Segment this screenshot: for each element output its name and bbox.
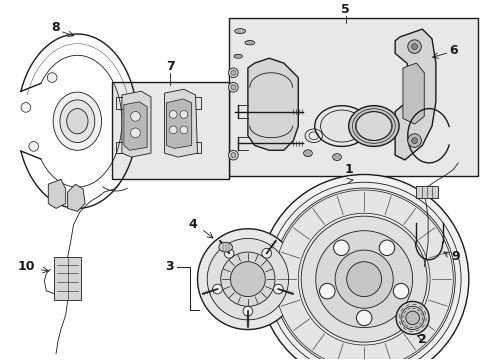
Circle shape [333,240,348,256]
Circle shape [180,111,187,118]
Circle shape [392,283,408,299]
Ellipse shape [348,106,398,147]
Circle shape [197,229,298,329]
Circle shape [405,311,419,325]
Circle shape [228,82,238,92]
Circle shape [400,306,424,329]
Circle shape [228,150,238,160]
Text: 1: 1 [344,163,352,176]
Circle shape [346,262,381,297]
Ellipse shape [332,154,341,161]
Bar [112,82,228,179]
Circle shape [378,240,394,256]
Circle shape [272,188,454,360]
Circle shape [228,68,238,78]
Bar [228,18,477,176]
Ellipse shape [320,110,363,142]
Text: 6: 6 [448,44,457,57]
Ellipse shape [66,109,88,134]
Circle shape [407,134,421,147]
Text: 9: 9 [450,250,459,264]
Text: 5: 5 [341,3,349,15]
Circle shape [169,126,177,134]
Text: 7: 7 [165,60,174,73]
Circle shape [407,40,421,53]
Circle shape [274,190,452,360]
Circle shape [47,73,57,82]
Ellipse shape [218,242,232,252]
Circle shape [319,283,334,299]
Ellipse shape [53,92,102,150]
Circle shape [212,284,222,294]
Ellipse shape [303,150,312,157]
Text: 10: 10 [17,260,35,273]
Circle shape [220,252,274,306]
Circle shape [230,153,235,158]
Polygon shape [402,63,424,124]
Circle shape [395,301,428,334]
Ellipse shape [355,112,391,141]
Circle shape [411,44,417,49]
Circle shape [180,126,187,134]
Ellipse shape [244,41,254,45]
Text: 8: 8 [52,21,60,34]
Ellipse shape [233,54,242,58]
Circle shape [273,284,283,294]
Circle shape [261,248,271,258]
Text: 2: 2 [417,333,426,346]
Polygon shape [123,102,147,150]
Circle shape [315,231,412,328]
Ellipse shape [60,100,95,143]
Circle shape [130,128,140,138]
Polygon shape [247,58,298,150]
Circle shape [230,85,235,90]
Polygon shape [164,89,197,157]
Circle shape [224,248,233,258]
Circle shape [169,111,177,118]
Circle shape [259,175,468,360]
Polygon shape [67,184,85,211]
Circle shape [411,138,417,144]
Circle shape [207,238,288,320]
Polygon shape [122,91,151,157]
Polygon shape [394,29,435,160]
Bar [54,257,81,301]
Circle shape [21,103,31,112]
Bar [416,186,437,198]
Circle shape [267,182,460,360]
Polygon shape [166,99,191,148]
Polygon shape [48,179,65,208]
Circle shape [230,262,265,297]
Circle shape [243,306,252,316]
Circle shape [130,112,140,121]
Circle shape [356,310,371,326]
Text: 3: 3 [165,260,174,273]
Circle shape [230,70,235,75]
Ellipse shape [234,29,245,33]
Circle shape [29,141,39,151]
Text: 4: 4 [188,219,197,231]
Circle shape [298,213,429,345]
Circle shape [334,250,392,308]
Circle shape [301,216,427,342]
